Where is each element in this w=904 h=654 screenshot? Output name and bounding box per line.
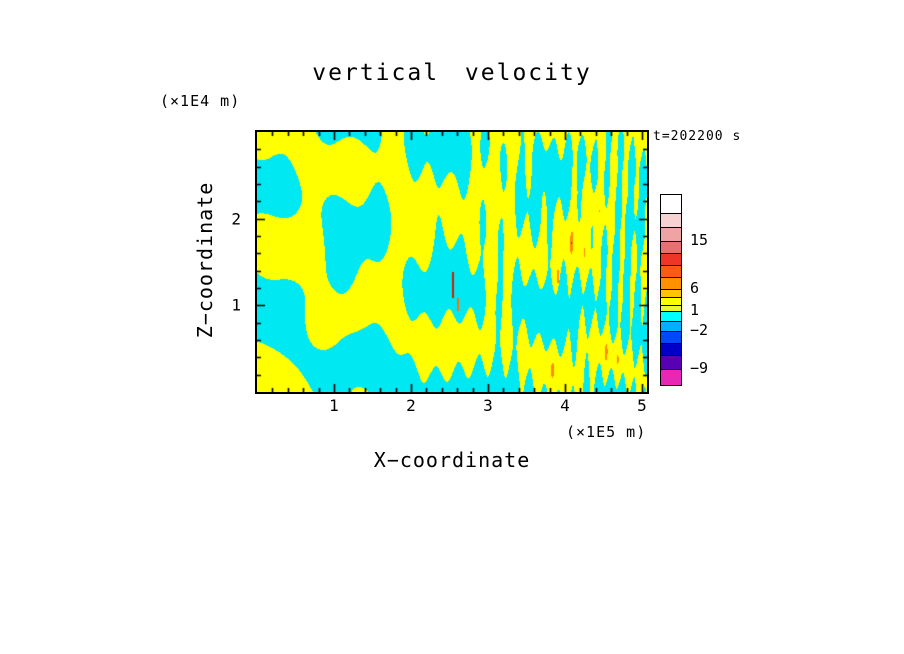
z-axis-unit: (×1E4 m) [160, 92, 241, 110]
colorbar-segment [661, 289, 681, 297]
colorbar-segment [661, 321, 681, 331]
colorbar-segment [661, 277, 681, 289]
z-tick-label: 1 [231, 295, 241, 315]
colorbar-tick-label: −9 [690, 359, 709, 377]
colorbar-segment [661, 241, 681, 253]
colorbar-tick-label: 6 [690, 279, 700, 297]
colorbar-segment [661, 253, 681, 265]
heatmap-canvas [257, 132, 647, 392]
x-tick-label: 1 [329, 396, 339, 415]
x-tick-label: 4 [560, 396, 570, 415]
z-tick-label: 2 [231, 209, 241, 229]
colorbar-segment [661, 343, 681, 355]
time-label: t=202200 s [653, 129, 742, 144]
colorbar-segment [661, 331, 681, 343]
colorbar-tick-label: 1 [690, 301, 700, 319]
plot-area [255, 130, 649, 394]
colorbar-segment [661, 265, 681, 277]
colorbar-segment [661, 311, 681, 321]
x-tick-labels: 1 2 3 4 5 [257, 396, 647, 416]
colorbar [660, 194, 682, 386]
x-tick-label: 5 [637, 396, 647, 415]
colorbar-segment [661, 355, 681, 369]
x-tick-label: 2 [406, 396, 416, 415]
colorbar-segment [661, 213, 681, 227]
x-axis-label: X−coordinate [373, 448, 531, 472]
chart-title: vertical velocity [312, 60, 592, 86]
colorbar-segment [661, 195, 681, 213]
colorbar-labels: 15 6 1 −2 −9 [690, 194, 736, 394]
colorbar-segment [661, 305, 681, 311]
z-axis-label: Z−coordinate [193, 181, 217, 339]
colorbar-segment [661, 227, 681, 241]
x-tick-label: 3 [483, 396, 493, 415]
colorbar-tick-label: 15 [690, 231, 709, 249]
colorbar-segment [661, 297, 681, 305]
colorbar-segment [661, 369, 681, 385]
x-axis-unit: (×1E5 m) [566, 423, 647, 441]
colorbar-tick-label: −2 [690, 321, 709, 339]
